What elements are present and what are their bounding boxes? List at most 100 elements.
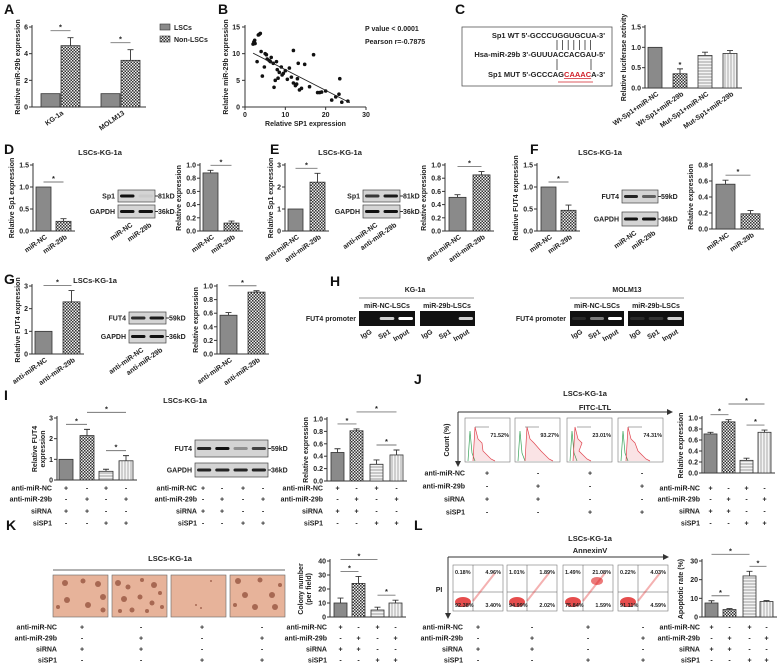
significance-star: * <box>241 278 244 287</box>
y-axis-label: Relative Sp1 expression <box>9 158 16 239</box>
y-tick-label: 0.0 <box>698 227 708 234</box>
y-tick-label: 15 <box>232 25 240 32</box>
panel-letter: A <box>4 1 14 17</box>
bar <box>330 452 345 482</box>
error-bar <box>355 575 362 584</box>
y-tick-label: 0.5 <box>523 207 533 214</box>
treatment-table-I-blot: anti-miR-NC + - + -anti-miR-29b - + - +siRNA + + - -… <box>155 486 265 528</box>
treatment-sign: + <box>744 486 748 493</box>
data-point <box>291 81 296 85</box>
colony <box>269 592 275 598</box>
treatment-label: anti-miR-29b <box>423 484 465 491</box>
dna-band <box>398 317 413 320</box>
protein-band <box>197 468 212 472</box>
bar <box>560 209 577 232</box>
bar <box>100 93 121 108</box>
treatment-sign: - <box>355 486 358 493</box>
treatment-label: siSP1 <box>38 658 57 665</box>
y-tick-label: 0.0 <box>631 86 641 93</box>
data-point <box>319 90 324 94</box>
molecular-weight-label: 36kD <box>661 217 678 224</box>
y-tick-label: 2 <box>24 306 28 313</box>
cell-population <box>565 597 581 607</box>
gate-percent: 93.27% <box>540 433 559 439</box>
control-histogram <box>569 430 578 462</box>
y-tick-label: 0.8 <box>698 163 708 170</box>
molecular-weight-label: 36kD <box>169 334 186 341</box>
treatment-label: siRNA <box>679 647 700 654</box>
quadrant-percent: 0.22% <box>620 570 636 576</box>
data-point <box>272 85 276 90</box>
treatment-sign: + <box>241 521 245 528</box>
p-value-text: P value < 0.0001 <box>365 26 419 33</box>
y-tick-label: 0.6 <box>698 179 708 186</box>
treatment-sign: + <box>200 625 204 632</box>
treatment-sign: - <box>202 521 205 528</box>
y-tick-label: 1 <box>49 457 53 464</box>
flow-axis-title: AnnexinV <box>573 546 608 555</box>
y-axis-label: Apoptotic rate (%) <box>678 559 685 619</box>
treatment-label: anti-miR-29b <box>285 636 327 643</box>
lane-label: Sp1 <box>646 329 661 342</box>
treatment-sign: + <box>640 510 644 517</box>
bar <box>759 601 774 618</box>
x-tick-label: 30 <box>362 112 370 119</box>
lane-label: IgG <box>360 328 374 340</box>
treatment-sign: + <box>640 484 644 491</box>
colony <box>140 578 144 582</box>
cell-scatter <box>637 572 661 602</box>
colony <box>272 604 278 610</box>
y-tick-label: 0.0 <box>313 479 323 486</box>
error-bar <box>314 172 321 183</box>
panel-letter: D <box>4 141 14 157</box>
error-bar <box>761 429 768 433</box>
colony-image <box>52 574 109 618</box>
significance-star: * <box>220 157 223 166</box>
cell-scatter <box>582 572 606 602</box>
bar <box>715 183 736 230</box>
treatment-sign: - <box>357 625 360 632</box>
gel-row-label: FUT4 promoter <box>516 316 566 323</box>
treatment-sign: + <box>536 484 540 491</box>
treatment-sign: + <box>375 625 379 632</box>
significance-star: * <box>557 174 560 183</box>
panel-letter: F <box>530 141 539 157</box>
sequence-row: Hsa-miR-29b 3'-GUUUACCACGAU-5' <box>474 50 605 59</box>
y-tick-label: 30 <box>690 559 698 566</box>
bar <box>448 196 467 232</box>
treatment-sign: + <box>220 509 224 516</box>
treatment-label: anti-miR-29b <box>15 636 57 643</box>
significance-star: * <box>745 396 748 405</box>
treatment-label: siSP1 <box>444 658 463 665</box>
bar <box>309 181 326 232</box>
colony <box>257 577 263 583</box>
quadrant-percent: 0.18% <box>455 570 471 576</box>
data-point <box>276 76 280 80</box>
treatment-sign: + <box>641 636 645 643</box>
protein-band <box>233 468 248 472</box>
significance-star: * <box>52 174 55 183</box>
error-bar <box>727 50 733 54</box>
colony-images-K <box>52 569 286 618</box>
significance-star: * <box>679 60 682 69</box>
treatment-sign: - <box>394 647 397 654</box>
y-axis-label: Relative expression <box>193 287 200 353</box>
treatment-sign: + <box>356 647 360 654</box>
significance-star: * <box>385 587 388 596</box>
bar-chart-K: 0 10 20 30 40 Colony number (per field) * * * <box>298 551 406 622</box>
gel-subgroup-label: miR-29b-LSCs <box>632 303 680 310</box>
significance-star: * <box>346 416 349 425</box>
treatment-sign: + <box>80 625 84 632</box>
y-tick-label: 0.8 <box>431 176 441 183</box>
treatment-label: siRNA <box>444 497 465 504</box>
error-bar <box>747 210 754 214</box>
y-tick-label: 0.6 <box>186 189 196 196</box>
treatment-sign: - <box>221 486 224 493</box>
error-bar <box>67 37 74 46</box>
bar-chart-L: 0 10 20 30 Apoptotic rate (%) * * * <box>678 546 777 622</box>
error-bar <box>726 608 733 610</box>
treatment-label: anti-miR-NC <box>423 625 463 632</box>
treatment-sign: - <box>477 658 480 665</box>
y-tick-label: 20 <box>690 577 698 584</box>
